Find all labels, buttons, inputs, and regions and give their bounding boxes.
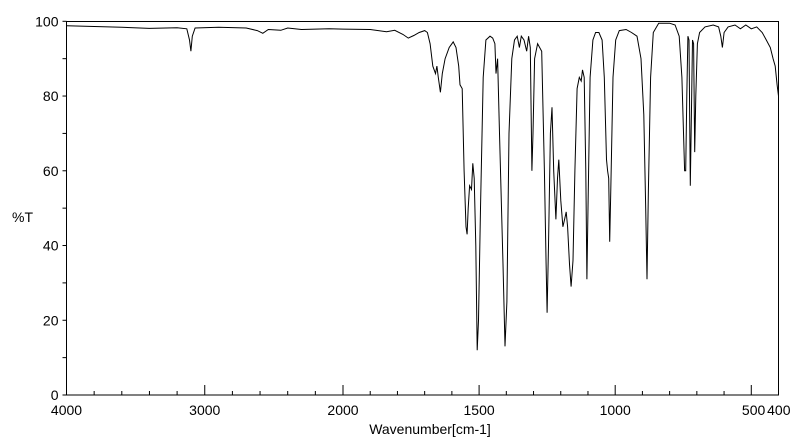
y-tick-label: 0 — [51, 387, 59, 403]
y-tick-label: 80 — [43, 88, 59, 104]
x-tick-label: 500 — [742, 402, 766, 418]
y-tick-label: 60 — [43, 163, 59, 179]
y-tick-label: 40 — [43, 238, 59, 254]
x-axis-ticks: 4000 3000 2000 1500 1000 500 400 — [51, 385, 791, 418]
x-tick-label: 3000 — [189, 402, 220, 418]
x-axis-title: Wavenumber[cm-1] — [369, 421, 491, 437]
plot-frame — [66, 21, 779, 396]
x-tick-label: 2000 — [327, 402, 358, 418]
x-tick-label: 4000 — [51, 402, 82, 418]
y-axis-title: %T — [12, 209, 33, 225]
y-tick-label: 20 — [43, 312, 59, 328]
x-tick-label: 1000 — [600, 402, 631, 418]
x-tick-label: 1500 — [464, 402, 495, 418]
y-tick-label: 100 — [35, 13, 59, 29]
y-axis-ticks: 0 20 40 60 80 100 — [35, 13, 67, 403]
x-tick-label: 400 — [767, 402, 791, 418]
spectrum-line — [66, 22, 779, 351]
